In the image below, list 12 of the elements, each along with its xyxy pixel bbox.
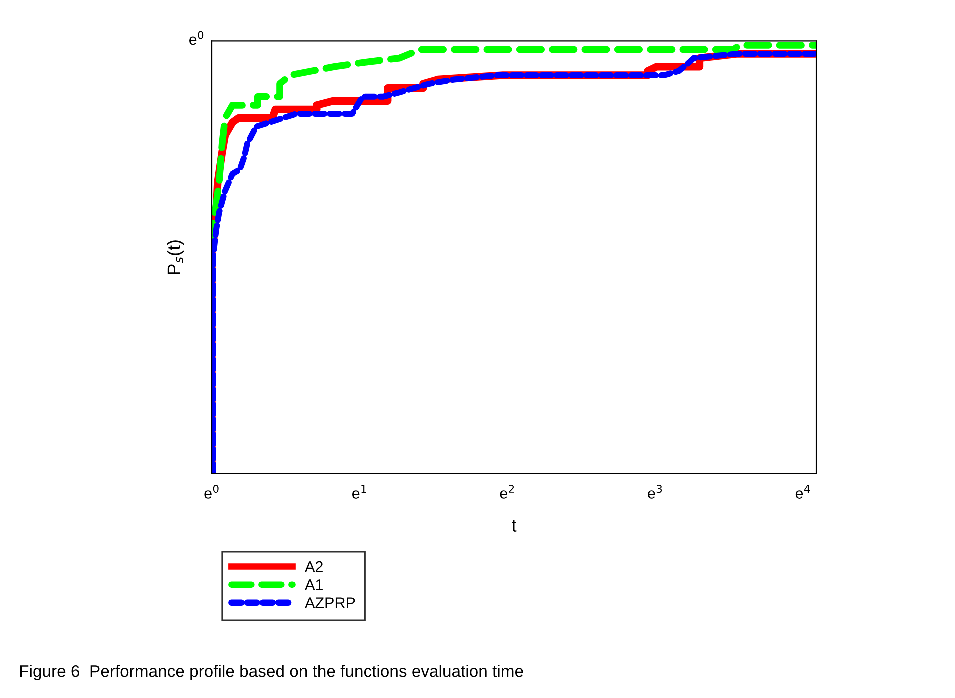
- caption: Figure 6 Performance profile based on the functions evaluation time: [20, 665, 524, 681]
- x-tick-label: e$^{3}$: [648, 485, 662, 499]
- y-axis-title: P$_{s}$(t): [167, 240, 184, 274]
- text: e$^{0}$: [190, 31, 204, 46]
- x-tick-label: e$^{0}$: [204, 485, 219, 499]
- x-tick-label: e$^{4}$: [796, 485, 810, 499]
- x-tick-label: e$^{1}$: [352, 485, 366, 499]
- legend-label: AZPRP: [305, 598, 356, 608]
- x-axis-title: t: [512, 520, 517, 532]
- legend-label: A1: [305, 580, 323, 590]
- legend-label: A2: [305, 561, 323, 572]
- x-tick-label: e$^{2}$: [500, 485, 514, 499]
